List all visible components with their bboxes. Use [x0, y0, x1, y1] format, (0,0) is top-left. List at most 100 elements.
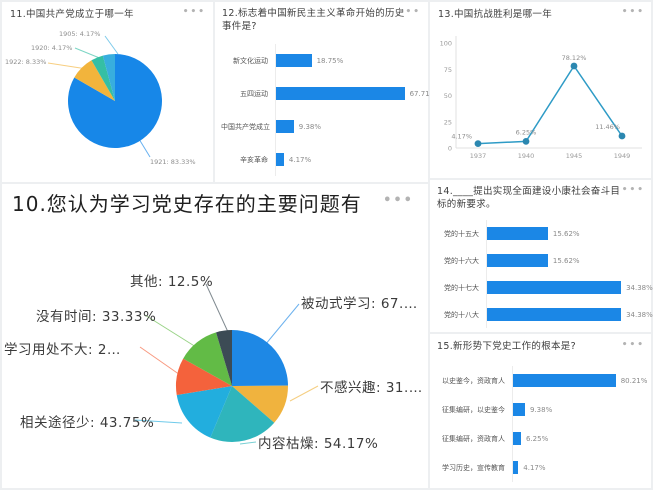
- more-menu-icon[interactable]: •••: [621, 340, 645, 350]
- pie-slice-label: 不感兴趣: 31.…: [320, 380, 423, 396]
- pie-slice[interactable]: [232, 330, 288, 386]
- pie-slice[interactable]: [176, 358, 232, 396]
- pie-slice-label: 被动式学习: 67.…: [301, 296, 418, 312]
- bar-chart-q14: 党的十五大 15.62% 党的十六大 15.62% 党的十七大 34.38% 党的十八大 34…: [434, 220, 653, 328]
- bar[interactable]: [487, 308, 622, 321]
- line-chart-q13: 0 25 50 75 100 1937 1940 1945 1949 4.17% 6.25% 78.1…: [440, 36, 642, 160]
- pie-slice-label: 1921: 83.33%: [150, 158, 196, 166]
- y-tick-label: 0: [448, 145, 452, 153]
- pie-chart-q11: [47, 35, 162, 158]
- bar-track: 4.17%: [512, 453, 650, 482]
- more-menu-icon[interactable]: •••: [182, 7, 206, 17]
- pie-slice-label: 1922: 8.33%: [5, 58, 47, 66]
- bar-track: 34.38%: [486, 274, 653, 301]
- more-menu-icon[interactable]: •••: [621, 185, 645, 195]
- bar[interactable]: [487, 227, 548, 240]
- label-leader-line: [264, 303, 300, 346]
- y-tick-label: 25: [444, 118, 452, 126]
- more-menu-icon[interactable]: •••: [621, 7, 645, 17]
- bar-value-label: 9.38%: [298, 122, 322, 131]
- label-leader-line: [138, 138, 151, 158]
- bar[interactable]: [276, 87, 405, 100]
- pie-slice-label: 没有时间: 33.33%: [36, 309, 157, 325]
- data-point[interactable]: [522, 138, 530, 145]
- chart-title: 15.新形势下党史工作的根本是?: [437, 341, 576, 352]
- bar-track: 9.38%: [275, 110, 427, 143]
- bar[interactable]: [513, 461, 519, 474]
- pie-slice[interactable]: [210, 386, 275, 443]
- pie-chart-q10: [134, 283, 319, 445]
- bar-track: 6.25%: [512, 424, 650, 453]
- bar-track: 18.75%: [275, 44, 427, 77]
- bar[interactable]: [487, 281, 622, 294]
- more-menu-icon[interactable]: •••: [397, 7, 421, 17]
- bar[interactable]: [276, 54, 312, 67]
- bar-value-label: 34.38%: [626, 283, 653, 292]
- chart-card-q12: 12.标志着中国新民主主义革命开始的历史事件是? ••• 新文化运动 18.75%…: [215, 2, 436, 182]
- bar-category-label: 以史鉴今，资政育人: [442, 376, 505, 385]
- bar[interactable]: [276, 153, 284, 166]
- pie-slice[interactable]: [74, 60, 115, 101]
- pie-slice[interactable]: [232, 385, 289, 423]
- bar-category-label: 党的十六大: [444, 256, 479, 265]
- bar-row: 党的十六大 15.62%: [434, 247, 648, 274]
- bar-value-label: 18.75%: [316, 56, 344, 65]
- label-leader-line: [134, 419, 183, 424]
- pie-slice[interactable]: [67, 54, 162, 148]
- bar-row: 以史鉴今，资政育人 80.21%: [434, 366, 650, 395]
- bar-category-label: 党的十五大: [444, 229, 479, 238]
- label-leader-line: [239, 441, 257, 445]
- bar-value-label: 9.38%: [530, 405, 553, 414]
- more-menu-icon[interactable]: •••: [383, 193, 414, 208]
- bar-row: 五四运动 67.71%: [221, 77, 436, 110]
- pie-slice-label: 其他: 12.5%: [130, 274, 214, 290]
- label-leader-line: [74, 47, 103, 60]
- pie-slice[interactable]: [91, 55, 115, 101]
- bar-row: 党的十七大 34.38%: [434, 274, 653, 301]
- bar-value-label: 34.38%: [626, 310, 653, 319]
- bar-category-label: 新文化运动: [233, 56, 268, 65]
- chart-card-q14: 14.____提出实现全面建设小康社会奋斗目标的新要求。 ••• 党的十五大 15…: [430, 180, 653, 332]
- bar-category-label: 征集编研，以史鉴今: [442, 405, 505, 414]
- pie-slice-label: 1905: 4.17%: [59, 30, 101, 38]
- bar[interactable]: [513, 432, 521, 445]
- label-leader-line: [47, 62, 88, 70]
- x-tick-label: 1949: [614, 152, 631, 160]
- data-point[interactable]: [570, 62, 578, 70]
- bar-category-label: 五四运动: [240, 89, 268, 98]
- x-tick-label: 1937: [470, 152, 487, 160]
- bar-value-label: 4.17%: [288, 155, 312, 164]
- pie-slice[interactable]: [183, 332, 232, 386]
- chart-card-q13: 13.中国抗战胜利是哪一年 ••• 0 25 50 75 100 1937 1940 1945…: [430, 2, 651, 178]
- pie-slice[interactable]: [102, 54, 115, 101]
- bar-value-label: 4.17%: [523, 463, 546, 472]
- bar-row: 新文化运动 18.75%: [221, 44, 427, 77]
- pie-slice-label: 相关途径少: 43.75%: [20, 415, 155, 431]
- y-tick-label: 75: [444, 66, 452, 74]
- bar-value-label: 67.71%: [409, 89, 437, 98]
- bar-category-label: 学习历史，宣传教育: [442, 463, 505, 472]
- chart-title: 11.中国共产党成立于哪一年: [10, 9, 134, 20]
- pie-slice-label: 内容枯燥: 54.17%: [258, 436, 379, 452]
- bar-track: 15.62%: [486, 247, 648, 274]
- label-leader-line: [289, 385, 319, 402]
- bar-track: 4.17%: [275, 143, 427, 176]
- bar-value-label: 80.21%: [620, 376, 648, 385]
- label-leader-line: [205, 283, 229, 333]
- chart-card-q15: 15.新形势下党史工作的根本是? ••• 以史鉴今，资政育人 80.21% 征集编研…: [430, 334, 651, 488]
- bar-value-label: 6.25%: [526, 434, 549, 443]
- chart-title: 13.中国抗战胜利是哪一年: [438, 9, 553, 20]
- bar[interactable]: [276, 120, 294, 133]
- pie-slice[interactable]: [176, 386, 232, 438]
- bar-category-label: 党的十七大: [444, 283, 479, 292]
- data-point[interactable]: [474, 140, 482, 147]
- bar-chart-q15: 以史鉴今，资政育人 80.21% 征集编研，以史鉴今 9.38% 征集编研，资政育人 6.…: [434, 366, 650, 484]
- data-point[interactable]: [618, 132, 626, 140]
- bar[interactable]: [513, 374, 616, 387]
- label-leader-line: [144, 314, 197, 348]
- bar[interactable]: [513, 403, 525, 416]
- bar-row: 辛亥革命 4.17%: [221, 143, 427, 176]
- pie-slice[interactable]: [216, 330, 232, 386]
- bar[interactable]: [487, 254, 548, 267]
- bar-row: 征集编研，以史鉴今 9.38%: [434, 395, 650, 424]
